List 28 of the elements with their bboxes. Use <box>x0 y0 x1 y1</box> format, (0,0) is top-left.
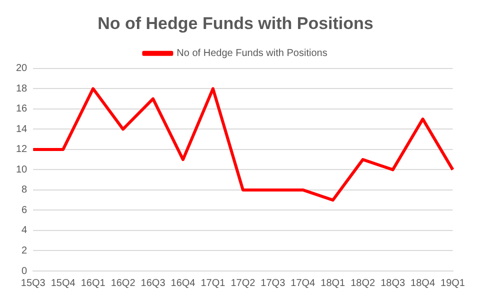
y-tick-label: 6 <box>22 204 28 216</box>
x-tick-label: 17Q4 <box>290 278 316 289</box>
x-tick-label: 16Q1 <box>80 278 106 289</box>
x-tick-label: 16Q3 <box>140 278 166 289</box>
y-tick-label: 16 <box>16 104 28 115</box>
x-tick-label: 17Q2 <box>230 278 256 289</box>
x-tick-label: 18Q3 <box>380 278 406 289</box>
y-tick-label: 2 <box>22 245 28 256</box>
y-tick-label: 18 <box>16 83 28 94</box>
y-tick-label: 10 <box>16 164 28 176</box>
x-tick-label: 18Q4 <box>410 278 436 289</box>
x-tick-label: 17Q3 <box>260 278 286 289</box>
x-tick-label: 17Q1 <box>200 278 226 289</box>
y-tick-label: 14 <box>16 124 28 135</box>
x-tick-label: 15Q3 <box>20 278 46 289</box>
chart-title: No of Hedge Funds with Positions <box>98 14 374 33</box>
x-tick-label: 16Q2 <box>110 278 136 289</box>
y-tick-label: 12 <box>16 144 28 156</box>
legend-label: No of Hedge Funds with Positions <box>176 48 328 60</box>
x-tick-label: 19Q1 <box>440 278 466 289</box>
y-tick-label: 4 <box>22 225 28 236</box>
x-tick-label: 18Q2 <box>350 278 376 289</box>
x-tick-label: 16Q4 <box>170 278 196 289</box>
y-tick-label: 0 <box>22 266 28 277</box>
x-tick-label: 18Q1 <box>320 278 346 289</box>
x-tick-label: 15Q4 <box>50 278 76 289</box>
y-tick-label: 20 <box>16 63 28 74</box>
y-tick-label: 8 <box>22 184 28 196</box>
